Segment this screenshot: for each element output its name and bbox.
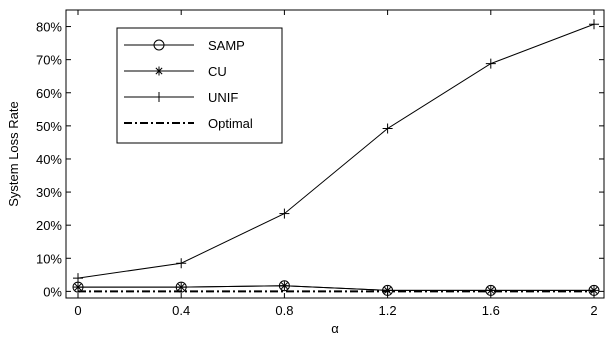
y-tick-label: 10% [36, 251, 62, 266]
y-tick-label: 60% [36, 86, 62, 101]
y-tick-label: 70% [36, 53, 62, 68]
legend-label-unif: UNIF [208, 90, 238, 105]
x-tick-label: 2 [590, 303, 597, 318]
x-tick-label: 0 [74, 303, 81, 318]
data-point-cu [176, 282, 186, 292]
y-tick-label: 20% [36, 218, 62, 233]
x-axis-label: α [331, 321, 339, 336]
legend: SAMP CU UNIF Optimal [116, 27, 283, 144]
y-tick-label: 50% [36, 119, 62, 134]
y-axis-label: System Loss Rate [6, 101, 21, 207]
x-tick-label: 1.6 [482, 303, 500, 318]
x-tick-label: 0.4 [172, 303, 190, 318]
legend-marker-unif [154, 92, 164, 102]
data-point-cu [73, 282, 83, 292]
legend-label-cu: CU [208, 64, 227, 79]
y-tick-label: 0% [43, 284, 62, 299]
legend-label-samp: SAMP [208, 38, 245, 53]
series-line-cu [78, 285, 594, 291]
y-tick-label: 80% [36, 20, 62, 35]
data-point-unif [589, 19, 599, 30]
data-point-unif [73, 273, 83, 284]
data-point-unif [279, 208, 290, 219]
x-tick-label: 0.8 [275, 303, 293, 318]
legend-marker-cu [154, 66, 164, 76]
y-axis: 0% 10% 20% 30% 40% 50% 60% 70% 80% [36, 20, 604, 299]
series-line-unif [77, 23, 595, 279]
legend-marker-samp [153, 39, 165, 51]
x-tick-label: 1.2 [379, 303, 397, 318]
legend-label-optimal: Optimal [208, 116, 253, 131]
series-layer [72, 19, 600, 296]
x-axis: 0 0.4 0.8 1.2 1.6 2 [74, 10, 598, 318]
data-point-cu [279, 281, 289, 291]
data-point-unif [382, 123, 393, 134]
series-unif [73, 19, 599, 284]
data-point-unif [485, 58, 496, 69]
y-tick-label: 30% [36, 185, 62, 200]
y-tick-label: 40% [36, 152, 62, 167]
data-point-unif [176, 258, 187, 269]
